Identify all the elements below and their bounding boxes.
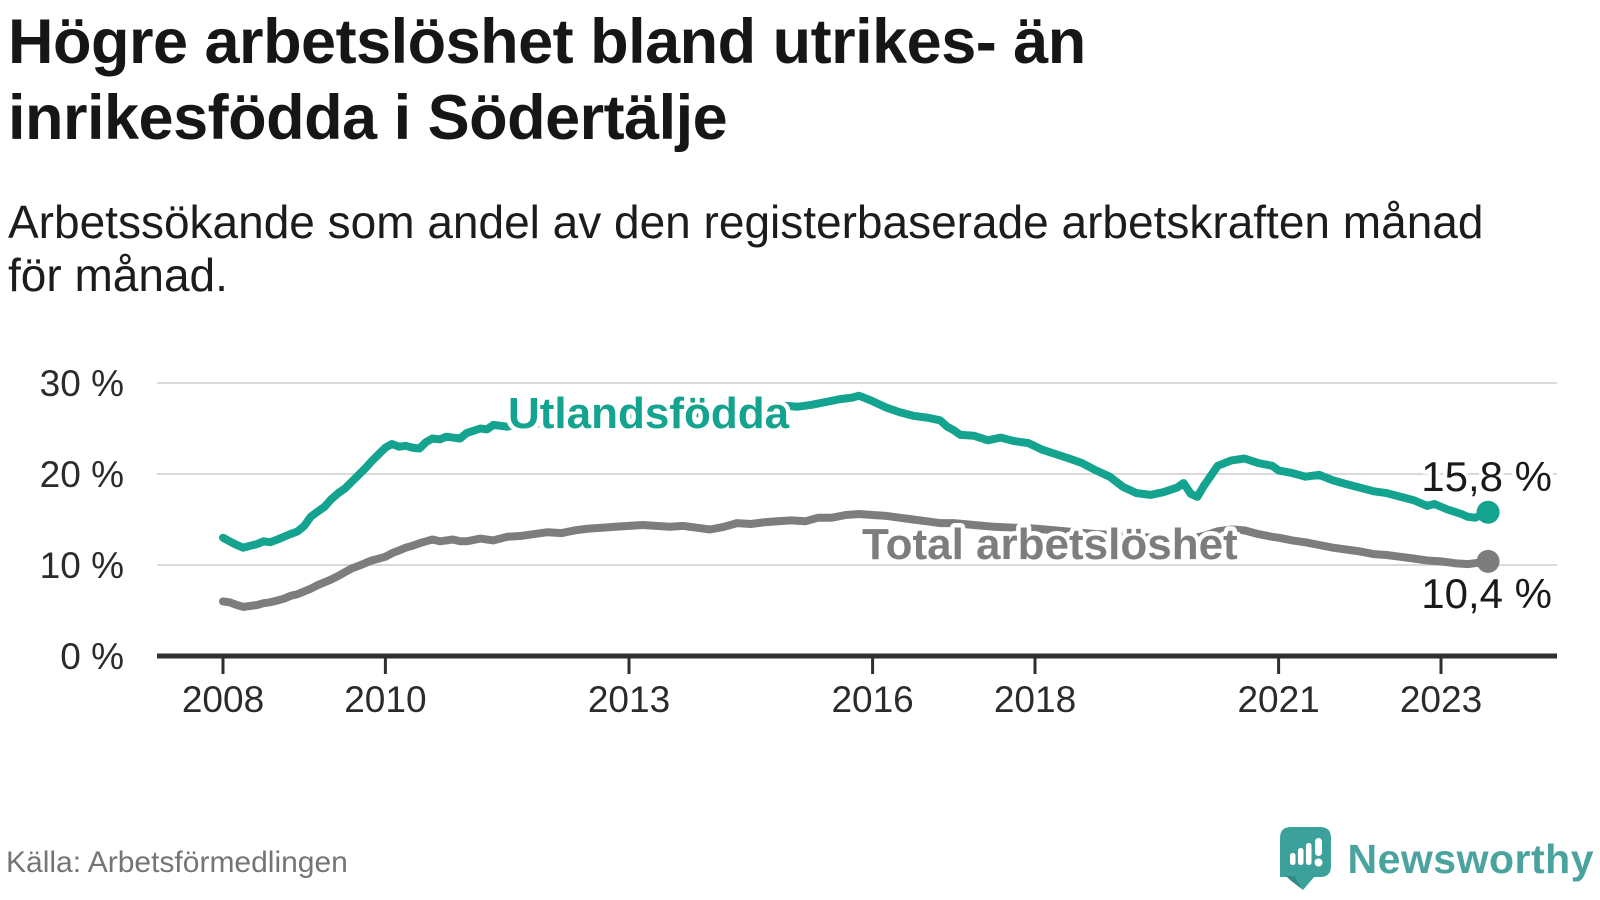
source-note: Källa: Arbetsförmedlingen xyxy=(6,846,348,879)
x-tick-label-2021: 2021 xyxy=(1237,679,1319,720)
chart-subtitle: Arbetssökande som andel av den registerb… xyxy=(8,196,1548,302)
end-value-label-total: 10,4 % xyxy=(1421,570,1552,617)
x-tick-label-2016: 2016 xyxy=(831,679,913,720)
chart-subtitle-line-1: Arbetssökande som andel av den registerb… xyxy=(8,196,1484,248)
y-tick-label-20: 20 % xyxy=(40,454,124,495)
series-label-total: Total arbetslöshet xyxy=(862,520,1238,569)
y-tick-label-0: 0 % xyxy=(60,636,124,677)
y-tick-label-30: 30 % xyxy=(40,363,124,404)
brand-name: Newsworthy xyxy=(1347,835,1594,882)
x-tick-label-2010: 2010 xyxy=(344,679,426,720)
series-line-utlandsfodda xyxy=(219,391,1493,552)
x-tick-label-2008: 2008 xyxy=(182,679,264,720)
series-end-dot-utlandsfodda xyxy=(1476,500,1500,524)
x-tick-label-2018: 2018 xyxy=(994,679,1076,720)
series-label-utlandsfodda: Utlandsfödda xyxy=(508,389,790,438)
chart-subtitle-line-2: för månad. xyxy=(8,249,228,301)
y-tick-label-10: 10 % xyxy=(40,545,124,586)
page-title-line-2: inrikesfödda i Södertälje xyxy=(8,83,728,153)
newsworthy-pin-icon xyxy=(1279,827,1331,890)
page-title-line-1: Högre arbetslöshet bland utrikes- än xyxy=(8,7,1086,77)
end-value-label-utlandsfodda: 15,8 % xyxy=(1421,453,1552,500)
series-end-dot-total xyxy=(1476,549,1500,573)
page-title: Högre arbetslöshet bland utrikes- än inr… xyxy=(8,4,1528,156)
x-tick-label-2023: 2023 xyxy=(1400,679,1482,720)
x-tick-label-2013: 2013 xyxy=(588,679,670,720)
series-line-total xyxy=(219,510,1493,611)
newsworthy-logo: Newsworthy xyxy=(1279,826,1595,892)
